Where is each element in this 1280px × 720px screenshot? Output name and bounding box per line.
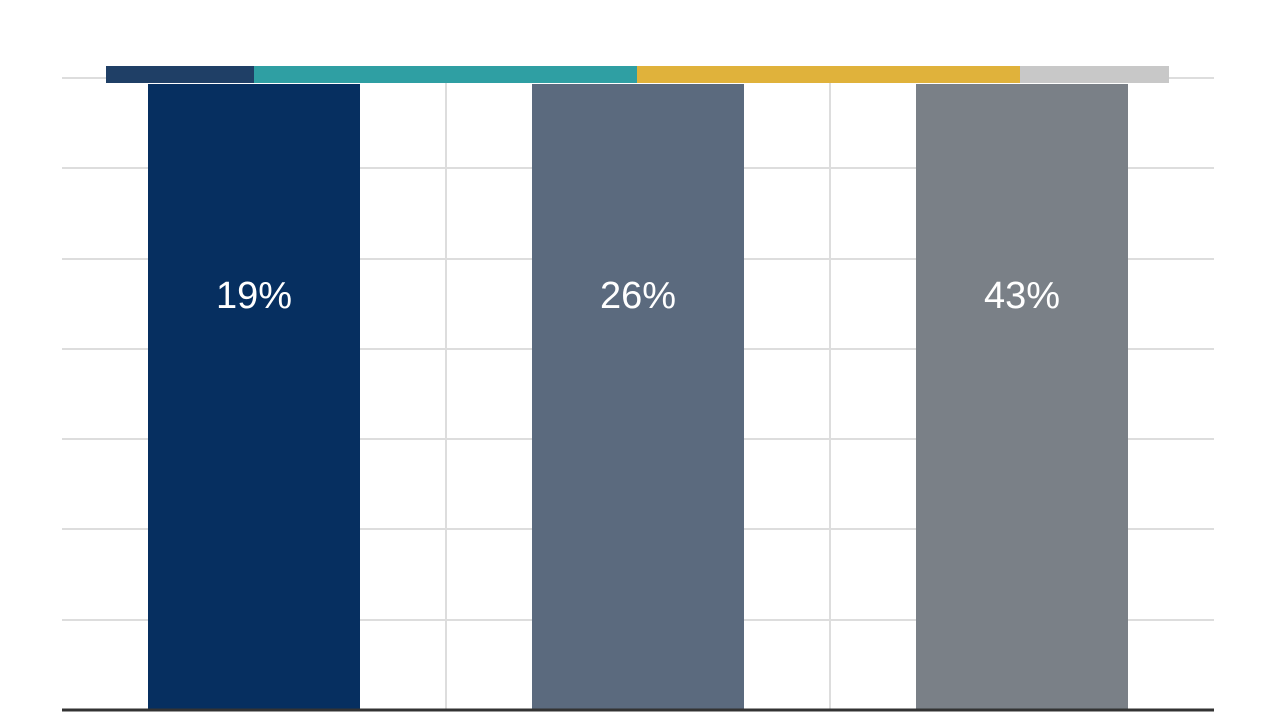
strip-segment — [637, 66, 1020, 83]
top-color-strip — [106, 66, 1169, 83]
strip-segment — [254, 66, 637, 83]
bar — [532, 84, 744, 710]
bar — [916, 84, 1128, 710]
bars — [148, 84, 1128, 710]
strip-segment — [1020, 66, 1169, 83]
bar — [148, 84, 360, 710]
bar-value-label: 26% — [600, 275, 676, 317]
bar-value-label: 19% — [216, 275, 292, 317]
strip-segment — [106, 66, 254, 83]
bar-value-labels: 19% 26% 43% — [216, 275, 1060, 317]
bar-value-label: 43% — [984, 275, 1060, 317]
